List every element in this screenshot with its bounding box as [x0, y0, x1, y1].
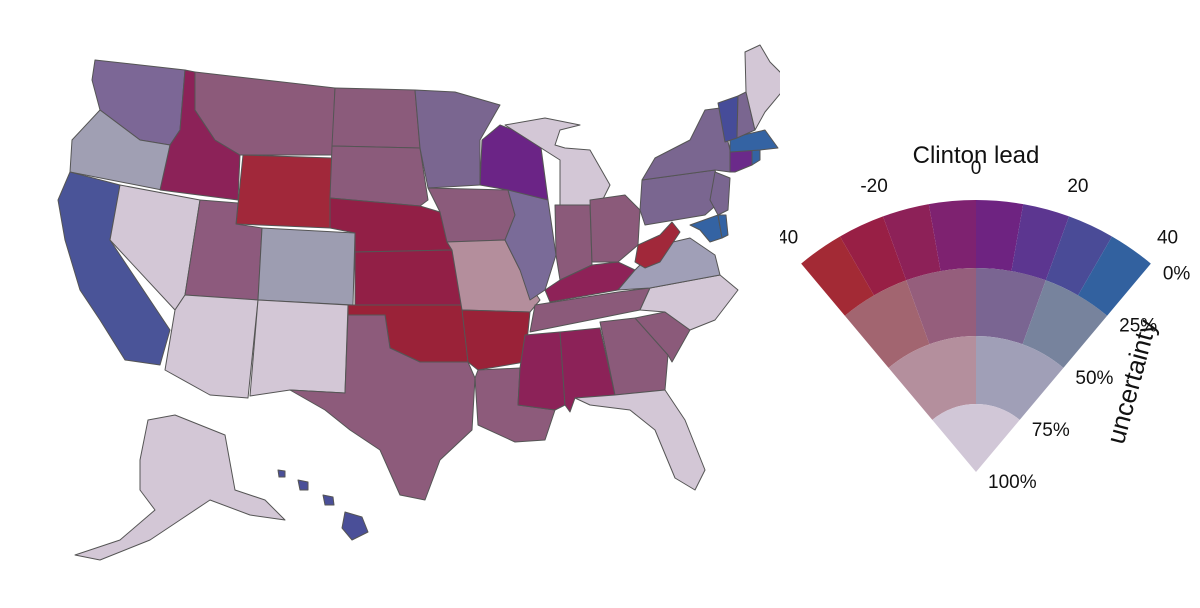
legend-cell: [888, 336, 976, 420]
state-fl[interactable]: [574, 389, 706, 491]
state-mi[interactable]: [504, 117, 611, 206]
legend-cell: [1011, 204, 1070, 281]
state-me[interactable]: [744, 44, 780, 131]
state-ny[interactable]: [641, 107, 731, 181]
lead-tick-label: 0: [971, 158, 982, 179]
state-nd[interactable]: [331, 87, 421, 149]
lead-tick-labels: -40 -20 0 20 40: [780, 158, 1178, 249]
legend-cell: [928, 200, 976, 272]
state-az[interactable]: [164, 294, 259, 399]
state-ak[interactable]: [74, 414, 286, 561]
legend-cell: [976, 268, 1046, 345]
uncertainty-tick-labels: 0% 25% 50% 75% 100%: [988, 264, 1190, 493]
hawaii-maui: [322, 494, 335, 506]
uncertainty-tick-label: 50%: [1075, 368, 1113, 389]
state-ks[interactable]: [354, 249, 463, 308]
legend-cell: [882, 204, 941, 281]
uncertainty-tick-label: 100%: [988, 472, 1037, 493]
state-sc[interactable]: [634, 311, 691, 363]
state-nj[interactable]: [709, 171, 731, 216]
state-ky[interactable]: [544, 261, 636, 303]
lead-tick-label: -20: [860, 176, 887, 197]
state-il[interactable]: [504, 189, 557, 301]
legend-cell: [1045, 216, 1112, 296]
legend: Clinton lead -40 -20 0 20 40 0% 25% 50% 75% 100%…: [780, 142, 1190, 493]
lead-tick-label: -40: [780, 228, 798, 249]
legend-cell: [844, 280, 930, 368]
hawaii-kauai: [277, 469, 286, 478]
legend-title: Clinton lead: [913, 142, 1040, 169]
uncertainty-tick-label: 75%: [1032, 420, 1070, 441]
legend-cell: [1022, 280, 1108, 368]
state-oh[interactable]: [589, 194, 641, 263]
hawaii-oahu: [297, 479, 309, 491]
hawaii-big-island: [341, 511, 369, 541]
legend-cell: [801, 236, 874, 316]
state-mn[interactable]: [414, 89, 501, 189]
state-wy[interactable]: [235, 154, 333, 229]
state-ga[interactable]: [599, 317, 669, 396]
legend-cell: [906, 268, 976, 345]
state-tx[interactable]: [289, 314, 476, 501]
state-sd[interactable]: [329, 145, 429, 207]
state-va[interactable]: [617, 237, 721, 291]
state-ri[interactable]: [751, 149, 761, 166]
legend-wedge: [801, 200, 1151, 472]
state-ms[interactable]: [517, 331, 566, 411]
legend-cell: [932, 403, 1020, 472]
uncertainty-tick-label: 0%: [1163, 264, 1191, 285]
state-ar[interactable]: [461, 309, 531, 371]
lead-tick-label: 40: [1157, 228, 1178, 249]
state-ct[interactable]: [729, 149, 753, 173]
state-md[interactable]: [689, 214, 723, 243]
state-hi[interactable]: [277, 469, 369, 541]
state-de[interactable]: [717, 214, 729, 239]
legend-cell: [976, 200, 1024, 272]
state-co[interactable]: [257, 227, 356, 306]
legend-cell: [1078, 236, 1151, 316]
state-wv[interactable]: [634, 221, 681, 269]
us-choropleth-map: [57, 44, 780, 561]
uncertainty-tick-label: 25%: [1119, 316, 1157, 337]
legend-cell: [976, 336, 1064, 420]
legend-cell: [840, 216, 907, 296]
state-nm[interactable]: [249, 299, 349, 397]
lead-tick-label: 20: [1067, 176, 1088, 197]
